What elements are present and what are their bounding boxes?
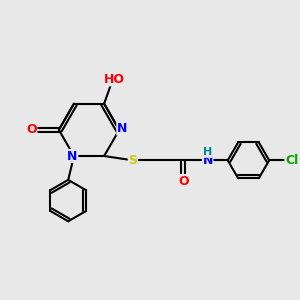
Text: Cl: Cl <box>285 154 298 167</box>
Text: O: O <box>178 175 188 188</box>
Text: HO: HO <box>104 73 125 86</box>
Text: O: O <box>26 123 37 136</box>
Text: N: N <box>67 149 78 163</box>
Text: N: N <box>117 122 127 135</box>
Text: N: N <box>202 154 213 167</box>
Text: H: H <box>203 147 212 157</box>
Text: S: S <box>128 154 137 167</box>
